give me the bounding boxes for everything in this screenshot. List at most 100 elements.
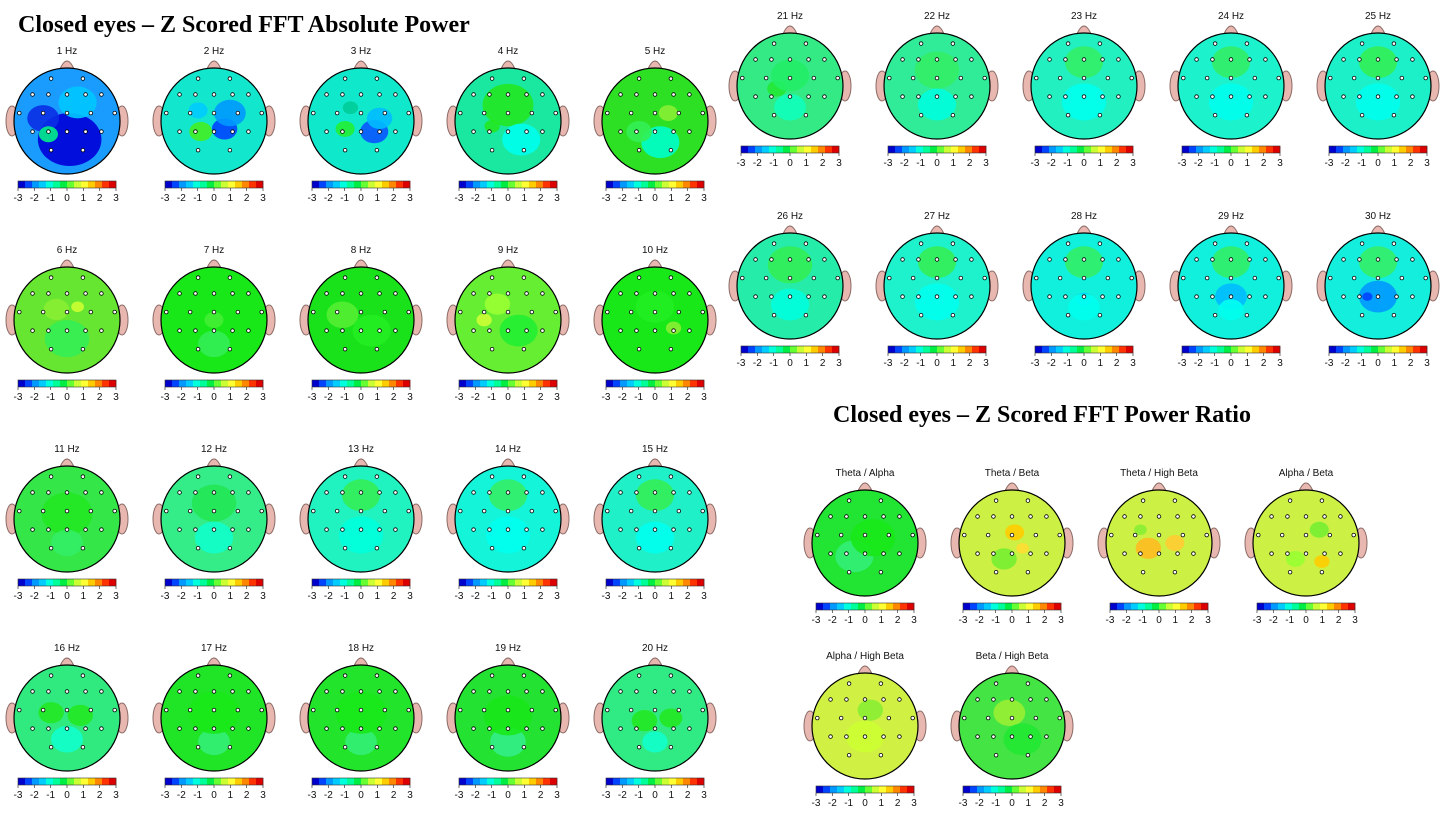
electrode (969, 57, 974, 62)
electrode (46, 527, 51, 532)
colorbar-swatch (851, 786, 859, 793)
electrode (324, 689, 329, 694)
colorbar-swatch (515, 181, 523, 188)
electrode (40, 508, 46, 514)
colorbar-swatch (620, 579, 628, 586)
colorbar-swatch (347, 380, 355, 387)
electrode (374, 545, 380, 551)
head-outline (958, 489, 1066, 597)
colorbar-tick-label: -1 (1357, 358, 1366, 369)
power-region (41, 492, 93, 535)
colorbar-swatch (235, 778, 243, 785)
colorbar-tick-label: 3 (836, 358, 842, 369)
electrode (358, 110, 364, 116)
colorbar-tick-label: 0 (787, 158, 793, 169)
colorbar-swatch (494, 380, 502, 387)
colorbar-tick-label: 2 (1408, 158, 1414, 169)
electrode (1156, 514, 1162, 519)
electrode (80, 545, 86, 551)
electrode (406, 309, 411, 315)
topomap: 10 Hz-3 -2 -1 0 1 2 3 (593, 245, 717, 403)
electrode (334, 508, 340, 514)
electrode (1228, 275, 1234, 281)
colorbar-tick-label: 1 (81, 790, 87, 801)
electrode (1244, 241, 1250, 246)
electrode (195, 346, 201, 352)
electrode (393, 490, 398, 495)
electrode (99, 490, 104, 495)
electrode (1210, 257, 1215, 262)
electrode (835, 275, 840, 281)
electrode (1285, 551, 1290, 556)
colorbar-swatch (109, 579, 117, 586)
colorbar-tick-label: -2 (618, 790, 627, 801)
colorbar-swatch (396, 380, 404, 387)
electrode (358, 490, 364, 495)
electrode (377, 726, 382, 731)
electrode (382, 309, 388, 315)
electrode (1097, 312, 1103, 318)
electrode (910, 75, 916, 81)
colorbar-swatch (963, 786, 971, 793)
colorbar-swatch (1054, 603, 1062, 610)
colorbar-swatch (256, 579, 264, 586)
colorbar-swatch (944, 146, 952, 153)
power-region (484, 119, 500, 133)
colorbar-swatch (1259, 146, 1267, 153)
electrode (835, 75, 840, 81)
colorbar-swatch (916, 346, 924, 353)
map-label: 20 Hz (642, 643, 668, 654)
colorbar: -3 -2 -1 0 1 2 3 (1325, 345, 1430, 369)
colorbar-tick-label: 3 (1424, 158, 1430, 169)
electrode (358, 129, 364, 134)
electrode (897, 734, 902, 739)
electrode (1247, 257, 1252, 262)
colorbar-tick-label: -3 (602, 193, 611, 204)
colorbar-swatch (613, 778, 621, 785)
colorbar-tick-label: -3 (455, 392, 464, 403)
electrode (993, 569, 999, 575)
colorbar-tick-label: 0 (652, 193, 658, 204)
power-region (188, 102, 208, 119)
electrode (769, 57, 774, 62)
colorbar-swatch (53, 380, 61, 387)
electrode (950, 312, 956, 318)
colorbar-tick-label: 1 (669, 392, 675, 403)
colorbar-tick-label: 1 (375, 193, 381, 204)
electrode (1057, 75, 1063, 81)
colorbar-swatch (620, 181, 628, 188)
electrode (1357, 257, 1362, 262)
colorbar-swatch (1245, 146, 1253, 153)
colorbar-swatch (1329, 346, 1337, 353)
electrode (1410, 294, 1415, 299)
colorbar-tick-label: 3 (1424, 358, 1430, 369)
colorbar-swatch (1012, 786, 1020, 793)
electrode (377, 92, 382, 97)
electrode (763, 75, 769, 81)
electrode (975, 697, 980, 702)
colorbar-tick-label: -1 (487, 790, 496, 801)
colorbar-swatch (741, 146, 749, 153)
power-region (1064, 246, 1104, 279)
electrode (636, 744, 642, 750)
colorbar-swatch (977, 603, 985, 610)
electrode (334, 110, 340, 116)
electrode (862, 532, 868, 538)
electrode (1327, 532, 1333, 538)
colorbar-swatch (893, 786, 901, 793)
colorbar-tick-label: -3 (308, 790, 317, 801)
colorbar-swatch (697, 579, 705, 586)
colorbar-swatch (797, 146, 805, 153)
topomap: 5 Hz-3 -2 -1 0 1 2 3 (593, 46, 717, 204)
electrode (1191, 514, 1196, 519)
colorbar-tick-label: 2 (967, 358, 973, 369)
electrode (1391, 41, 1397, 46)
colorbar-tick-label: -1 (769, 358, 778, 369)
colorbar-swatch (25, 380, 33, 387)
colorbar-tick-label: -3 (737, 358, 746, 369)
colorbar-swatch (396, 181, 404, 188)
head-fill (602, 68, 708, 174)
colorbar-tick-label: 2 (820, 158, 826, 169)
electrode (1303, 514, 1309, 519)
map-label: 26 Hz (777, 211, 803, 222)
